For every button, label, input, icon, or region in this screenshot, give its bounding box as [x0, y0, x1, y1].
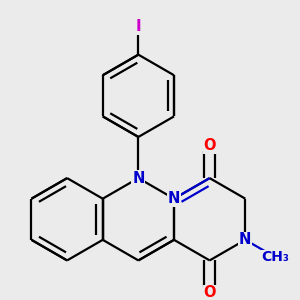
Text: N: N	[168, 191, 180, 206]
Text: O: O	[203, 138, 216, 153]
Text: I: I	[136, 19, 141, 34]
Text: CH₃: CH₃	[261, 250, 289, 264]
Text: N: N	[239, 232, 251, 247]
Text: N: N	[132, 171, 145, 186]
Text: O: O	[203, 286, 216, 300]
